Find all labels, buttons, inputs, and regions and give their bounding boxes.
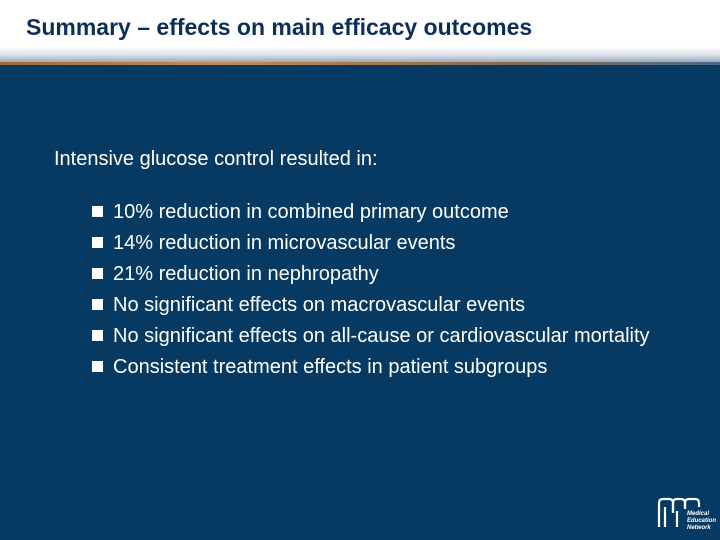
- logo-text-line3: Network: [687, 525, 711, 531]
- square-bullet-icon: [92, 361, 103, 372]
- logo-mark-icon: [657, 497, 701, 527]
- list-item: No significant effects on macrovascular …: [92, 290, 692, 321]
- list-item: Consistent treatment effects in patient …: [92, 352, 692, 383]
- square-bullet-icon: [92, 237, 103, 248]
- list-item: 21% reduction in nephropathy: [92, 259, 692, 290]
- square-bullet-icon: [92, 268, 103, 279]
- square-bullet-icon: [92, 206, 103, 217]
- list-item: No significant effects on all-cause or c…: [92, 321, 692, 352]
- logo-text-line2: Education: [687, 518, 717, 524]
- square-bullet-icon: [92, 299, 103, 310]
- header-gradient: [0, 47, 720, 65]
- header-divider: [0, 62, 720, 65]
- list-item: 10% reduction in combined primary outcom…: [92, 197, 692, 228]
- header-bar: Summary – effects on main efficacy outco…: [0, 0, 720, 65]
- logo-text-line1: Medical: [687, 511, 710, 517]
- list-item: 14% reduction in microvascular events: [92, 228, 692, 259]
- square-bullet-icon: [92, 330, 103, 341]
- intro-text: Intensive glucose control resulted in:: [54, 148, 378, 170]
- bullet-list: 10% reduction in combined primary outcom…: [92, 197, 692, 383]
- medical-education-network-logo: Medical Education Network: [655, 493, 716, 533]
- slide-title: Summary – effects on main efficacy outco…: [26, 14, 533, 40]
